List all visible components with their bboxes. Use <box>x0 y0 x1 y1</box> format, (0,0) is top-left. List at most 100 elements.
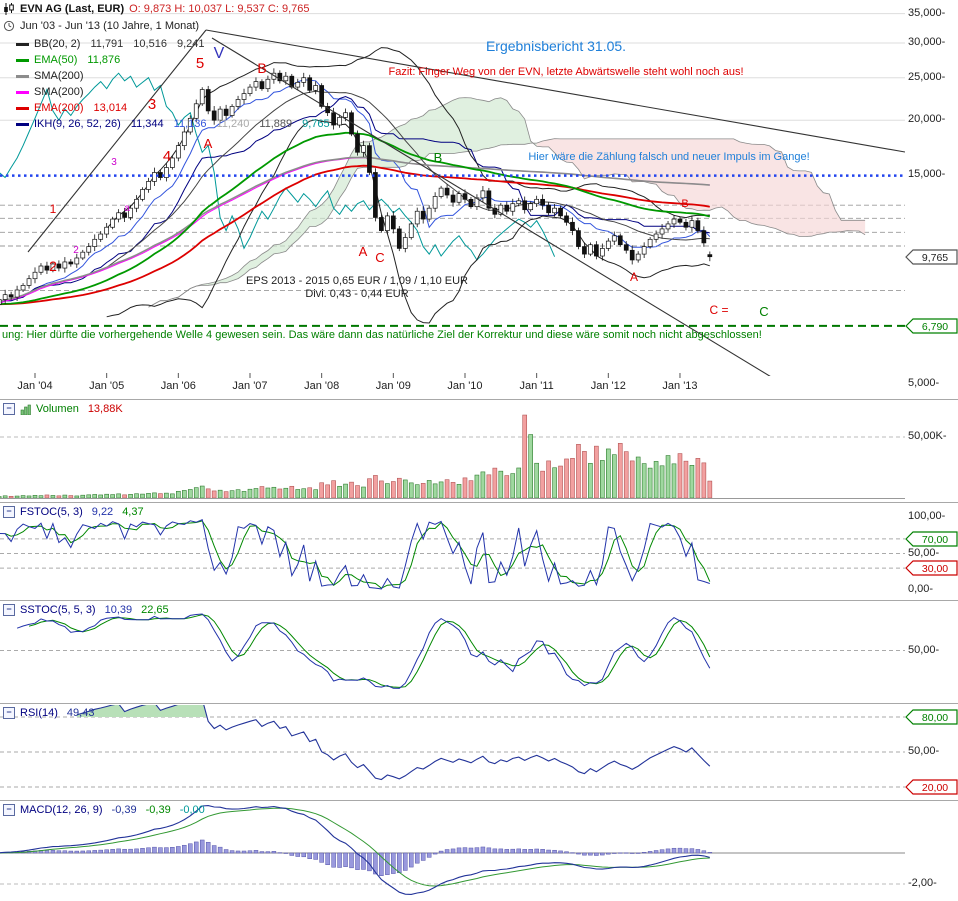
indicator-value: 22,65 <box>141 604 169 616</box>
indicator-value: 10,516 <box>133 38 167 50</box>
collapse-panel-button[interactable]: − <box>3 506 15 518</box>
volume-panel[interactable] <box>0 414 905 499</box>
panel-header-sstoc: − SSTOC(5, 5, 3) 10,39 22,65 <box>3 604 169 616</box>
chart-annotation: 4 <box>162 148 172 165</box>
chart-annotation: 1 <box>49 202 57 216</box>
macd-panel[interactable] <box>0 805 905 895</box>
sstoc-panel[interactable] <box>0 613 905 689</box>
chart-annotation: Hier wäre die Zählung falsch und neuer I… <box>528 151 810 163</box>
indicator-label: EMA(200) <box>34 102 84 114</box>
indicator-value: 9,241 <box>176 38 205 50</box>
chart-type-icon[interactable] <box>3 3 15 15</box>
indicator-label[interactable]: Volumen <box>36 403 79 415</box>
chart-annotation: A <box>629 270 639 284</box>
svg-text:9,765: 9,765 <box>922 252 948 264</box>
collapse-panel-button[interactable]: − <box>3 707 15 719</box>
price-tag: 20,00 <box>905 779 958 800</box>
chart-annotation: C <box>375 250 385 265</box>
x-axis-label: Jan '10 <box>447 380 483 392</box>
chart-annotation: 5 <box>195 55 205 72</box>
x-axis-label: Jan '07 <box>232 380 268 392</box>
panel-separator <box>0 502 958 503</box>
price-tag: 30,00 <box>905 560 958 581</box>
chart-annotation: Ergebnisbericht 31.05. <box>485 38 627 54</box>
indicator-value: 11,240 <box>216 118 250 130</box>
trendline <box>211 37 771 376</box>
collapse-panel-button[interactable]: − <box>3 804 15 816</box>
y-axis-label: 35,000- <box>908 6 946 19</box>
ohlc-readout: O: 9,873 H: 10,037 L: 9,537 C: 9,765 <box>129 3 310 15</box>
svg-text:80,00: 80,00 <box>922 712 948 724</box>
y-axis-label: 50,00- <box>908 546 940 559</box>
indicator-value: -0,39 <box>145 804 171 816</box>
candlestick-series <box>0 68 713 305</box>
rsi-panel[interactable] <box>0 699 905 788</box>
price-tag: 9,765 <box>905 249 958 270</box>
chart-annotation: B <box>433 150 443 165</box>
indicator-label: BB(20, 2) <box>34 38 81 50</box>
legend-item-sma200[interactable]: SMA(200) <box>16 86 84 98</box>
fstoc-panel[interactable] <box>0 519 905 590</box>
y-axis-label: 25,000- <box>908 70 946 83</box>
chart-annotation: A <box>358 244 368 259</box>
indicator-label[interactable]: FSTOC(5, 3) <box>20 506 83 518</box>
panel-header-fstoc: − FSTOC(5, 3) 9,22 4,37 <box>3 506 144 518</box>
y-axis-label: -2,00- <box>908 877 937 889</box>
indicator-color-dash <box>16 90 29 94</box>
legend-item-ikh9265226[interactable]: IKH(9, 26, 52, 26) 11,344 11,136 11,240 11,8… <box>16 118 330 130</box>
panel-separator <box>0 600 958 601</box>
x-axis-label: Jan '04 <box>17 380 53 392</box>
y-axis-label: 0,00- <box>908 583 934 595</box>
legend-item-bb202[interactable]: BB(20, 2) 11,791 10,516 9,241 <box>16 38 204 50</box>
indicator-label[interactable]: SSTOC(5, 5, 3) <box>20 604 96 616</box>
trendline <box>27 29 207 253</box>
panel-header-rsi: − RSI(14) 49,43 <box>3 707 94 719</box>
legend-item-ema200[interactable]: EMA(200) 13,014 <box>16 102 127 114</box>
chart-annotation: 3 <box>147 96 157 113</box>
indicator-value: -0,39 <box>111 804 137 816</box>
indicator-value: 4,37 <box>122 506 144 518</box>
chart-annotation: ung: Hier dürfte die vorhergehende Welle… <box>2 329 762 341</box>
y-axis-label: 50,00- <box>908 643 940 656</box>
indicator-value: 13,88K <box>87 403 123 415</box>
y-axis-label: 30,000- <box>908 36 946 48</box>
legend-item-ema50[interactable]: EMA(50) 11,876 <box>16 54 120 66</box>
indicator-value: 11,344 <box>130 118 164 130</box>
indicator-label[interactable]: MACD(12, 26, 9) <box>20 804 103 816</box>
chart-range-row: Jun '03 - Jun '13 (10 Jahre, 1 Monat) <box>3 20 199 32</box>
panel-header-volume: − Volumen 13,88K <box>3 403 123 415</box>
collapse-panel-button[interactable]: − <box>3 403 15 415</box>
x-axis-label: Jan '05 <box>89 380 125 392</box>
chart-annotation: a <box>124 203 130 214</box>
clock-icon <box>3 20 15 32</box>
main-price-panel[interactable] <box>0 13 905 432</box>
chart-annotation: A <box>203 136 213 151</box>
panel-separator <box>0 800 958 801</box>
indicator-value: 49,43 <box>66 707 95 719</box>
legend-item-sma200[interactable]: SMA(200) <box>16 70 84 82</box>
indicator-color-dash <box>16 106 29 110</box>
panel-separator <box>0 703 958 704</box>
collapse-panel-button[interactable]: − <box>3 604 15 616</box>
indicator-value: 11,791 <box>90 38 124 50</box>
indicator-color-dash <box>16 58 29 62</box>
indicator-label: IKH(9, 26, 52, 26) <box>34 118 121 130</box>
price-tag: 70,00 <box>905 531 958 552</box>
x-axis-label: Jan '06 <box>160 380 196 392</box>
chart-annotation: 2 <box>49 258 57 274</box>
chart-range-label: Jun '03 - Jun '13 (10 Jahre, 1 Monat) <box>20 20 200 32</box>
indicator-label: EMA(50) <box>34 54 78 66</box>
chart-annotation: 3 <box>111 157 117 168</box>
indicator-label: SMA(200) <box>34 86 84 98</box>
main-chart-header: EVN AG (Last, EUR) O: 9,873 H: 10,037 L:… <box>3 3 310 15</box>
indicator-label[interactable]: RSI(14) <box>20 707 58 719</box>
panel-header-macd: − MACD(12, 26, 9) -0,39 -0,39 -0,00 <box>3 804 205 816</box>
x-axis-label: Jan '12 <box>590 380 626 392</box>
indicator-color-dash <box>16 122 29 126</box>
y-axis-label: 15,000- <box>908 167 946 180</box>
chart-annotation: B <box>257 60 267 76</box>
price-tag: 80,00 <box>905 709 958 730</box>
y-axis-label: 50,00K- <box>908 430 947 442</box>
y-axis-label: 20,000- <box>908 113 946 126</box>
